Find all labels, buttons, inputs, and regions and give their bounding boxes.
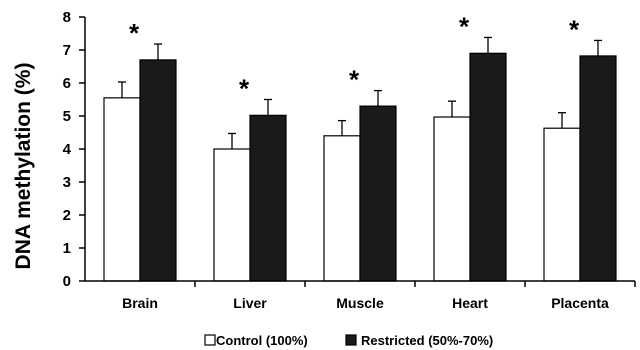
y-tick-label: 8 [63,9,71,26]
y-tick-label: 5 [63,108,71,125]
significance-star: * [459,11,470,41]
y-tick-label: 4 [63,141,72,158]
legend: Control (100%) Restricted (50%-70%) [204,333,493,348]
bar-control [213,148,251,282]
significance-star: * [239,74,250,104]
bar-control [543,127,581,282]
category-label: Brain [122,295,158,311]
legend-swatch-control [204,334,216,346]
significance-star: * [569,14,580,44]
y-tick-label: 1 [63,240,71,257]
category-label: Liver [233,295,267,311]
significance-star: * [349,65,360,95]
y-tick-label: 7 [63,42,71,59]
y-tick-label: 3 [63,174,71,191]
category-label: Heart [452,295,488,311]
legend-swatch-restricted [345,334,357,346]
bar-control [103,97,141,282]
bar-control [323,135,361,282]
category-label: Muscle [336,295,384,311]
bar-restricted [469,52,507,282]
bar-restricted [139,59,177,282]
legend-label-control: Control (100%) [216,333,308,348]
y-tick-label: 0 [63,273,71,290]
category-label: Placenta [551,295,609,311]
bar-control [433,116,471,282]
significance-star: * [129,18,140,48]
legend-label-restricted: Restricted (50%-70%) [361,333,493,348]
bar-restricted [249,114,287,282]
plot-area: 0 1 2 3 4 5 6 7 8 Brain * Liver * Muscle * Heart * Placen… [63,9,636,311]
y-axis-label: DNA methylation (%) [12,63,35,270]
bar-restricted [359,105,397,282]
y-tick-label: 6 [63,75,71,92]
y-tick-label: 2 [63,207,71,224]
bar-restricted [579,55,617,282]
